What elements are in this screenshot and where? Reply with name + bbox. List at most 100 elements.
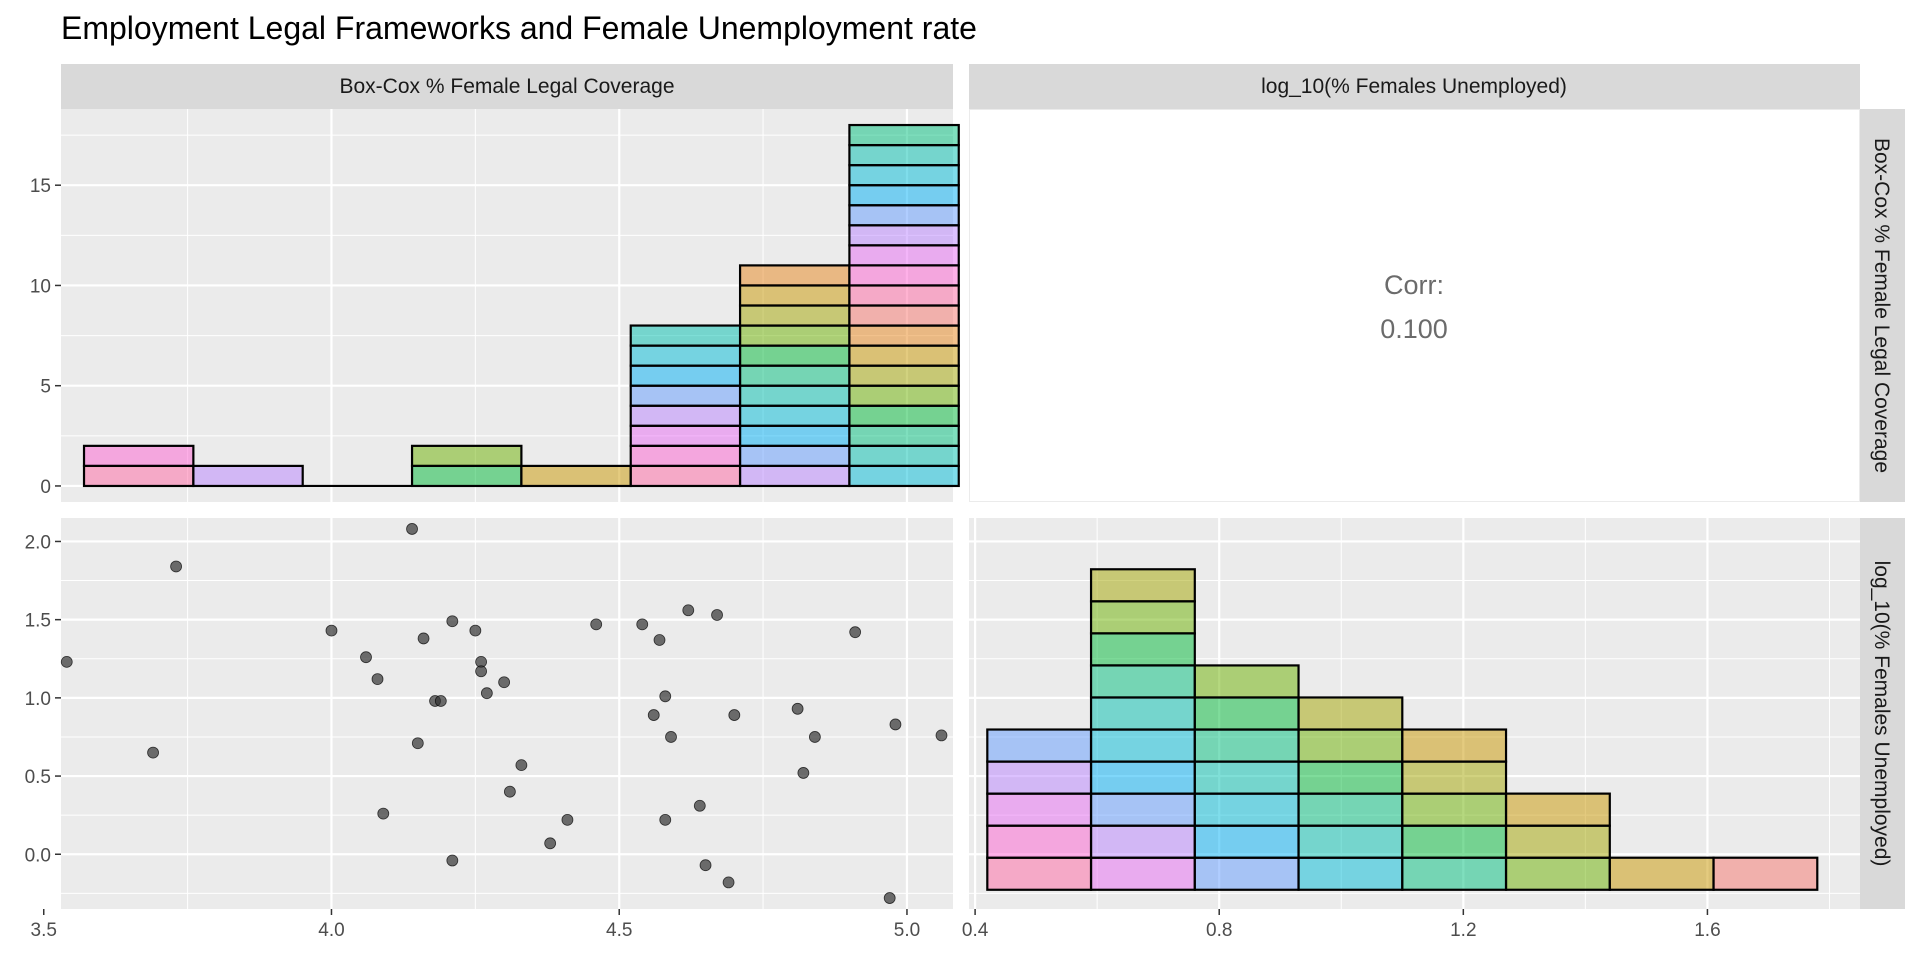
bar-segment <box>1608 856 1715 891</box>
bar-segment <box>1504 792 1611 827</box>
x-tick-label: 3.5 <box>31 920 57 941</box>
panel-top-right <box>969 109 1860 502</box>
bar-segment <box>1089 824 1196 859</box>
bar-segment <box>1089 600 1196 635</box>
bar-segment <box>986 728 1093 763</box>
scatter-point <box>515 759 528 772</box>
y-tick-label: 5 <box>40 377 51 398</box>
bar-segment <box>738 444 851 468</box>
bar-segment <box>1193 856 1300 891</box>
strip-right-bottom-label: log_10(% Females Unemployed) <box>1870 561 1893 867</box>
bar-segment <box>1089 728 1196 763</box>
bar-segment <box>848 264 960 287</box>
bar-segment <box>848 164 960 187</box>
bar-segment <box>848 424 960 447</box>
bar-segment <box>848 404 960 427</box>
bar-segment <box>1504 824 1611 859</box>
scatter-point <box>935 729 948 742</box>
bar-segment <box>848 123 960 147</box>
bar-segment <box>738 424 851 447</box>
bar-segment <box>1712 856 1819 891</box>
bar-segment <box>1193 824 1300 859</box>
bar-segment <box>1089 696 1196 731</box>
scatter-point <box>883 892 896 904</box>
scatter-point <box>498 676 511 689</box>
scatter-point <box>647 709 660 721</box>
x-tick-label: 0.4 <box>962 920 989 941</box>
bar-segment <box>848 304 960 327</box>
bar-segment <box>629 384 742 407</box>
bar-segment <box>1401 856 1508 891</box>
bar-segment <box>738 364 851 387</box>
bar-segment <box>1089 568 1196 603</box>
x-tick-label: 4.0 <box>318 920 344 941</box>
bar-segment <box>848 464 960 488</box>
bar-segment <box>629 364 742 387</box>
bar-segment <box>848 244 960 267</box>
bar-segment <box>629 324 742 347</box>
bar-segment <box>1297 792 1404 827</box>
x-tick-label: 4.5 <box>606 920 632 941</box>
bar-segment <box>848 364 960 387</box>
scatter-point <box>480 687 493 700</box>
scatter-point <box>665 731 677 743</box>
y-tick-label: 0.0 <box>25 845 51 866</box>
corr-label: Corr: <box>1384 270 1444 300</box>
bar-segment <box>738 304 851 327</box>
scatter-point <box>849 626 862 639</box>
y-tick-label: 0.5 <box>25 767 51 788</box>
scatter-point <box>147 746 159 759</box>
bar-segment <box>629 424 742 447</box>
scatter-point <box>590 618 603 631</box>
bar-segment <box>848 224 960 247</box>
bar-segment <box>1193 760 1300 795</box>
histogram-unemployment: 0.4 0.8 1.2 1.6 <box>962 518 1860 941</box>
strip-top-right <box>969 64 1860 109</box>
bar-segment <box>1193 664 1300 699</box>
bar-segment <box>986 760 1093 795</box>
y-tick-label: 15 <box>30 176 51 197</box>
strip-top-left-label: Box-Cox % Female Legal Coverage <box>340 75 675 98</box>
figure-title: Employment Legal Frameworks and Female U… <box>61 10 977 46</box>
bar-segment <box>82 464 195 488</box>
scatter-point <box>659 813 672 826</box>
scatter-point <box>728 709 741 721</box>
bar-segment <box>82 444 195 468</box>
strip-right-top-label: Box-Cox % Female Legal Coverage <box>1870 138 1893 473</box>
bar-segment <box>848 324 960 347</box>
scatter-point <box>325 624 338 637</box>
scatter-point <box>797 767 810 779</box>
scatter-point <box>446 615 459 628</box>
bar-segment <box>629 344 742 367</box>
bar-segment <box>738 384 851 407</box>
scatter-point <box>417 632 430 645</box>
scatter-point <box>722 876 735 889</box>
scatter-point <box>60 655 73 668</box>
bar-segment <box>1089 760 1196 795</box>
y-tick-label: 10 <box>30 276 51 297</box>
bar-segment <box>986 824 1093 859</box>
bar-segment <box>192 464 304 488</box>
scatter-point <box>411 737 424 750</box>
scatter-point <box>561 813 574 826</box>
bar-segment <box>1297 696 1404 731</box>
scatter-point <box>475 665 488 678</box>
bar-segment <box>738 464 851 488</box>
scatter-point <box>653 634 666 646</box>
bar-segment <box>848 143 960 167</box>
scatter-point <box>544 837 557 850</box>
strip-right-top <box>1860 109 1905 502</box>
bar-segment <box>1297 856 1404 891</box>
scatter-point <box>446 854 459 867</box>
y-tick-label: 1.0 <box>25 689 51 710</box>
strip-right-bottom <box>1860 518 1905 909</box>
x-tick-label: 5.0 <box>894 920 920 941</box>
strip-top-left <box>61 64 953 109</box>
bar-segment <box>738 344 851 367</box>
y-tick-label: 1.5 <box>25 611 51 632</box>
panel-bottom-left <box>61 518 953 909</box>
bar-segment <box>1297 728 1404 763</box>
y-tick-label: 2.0 <box>25 532 51 553</box>
corr-value: 0.100 <box>1380 314 1448 344</box>
